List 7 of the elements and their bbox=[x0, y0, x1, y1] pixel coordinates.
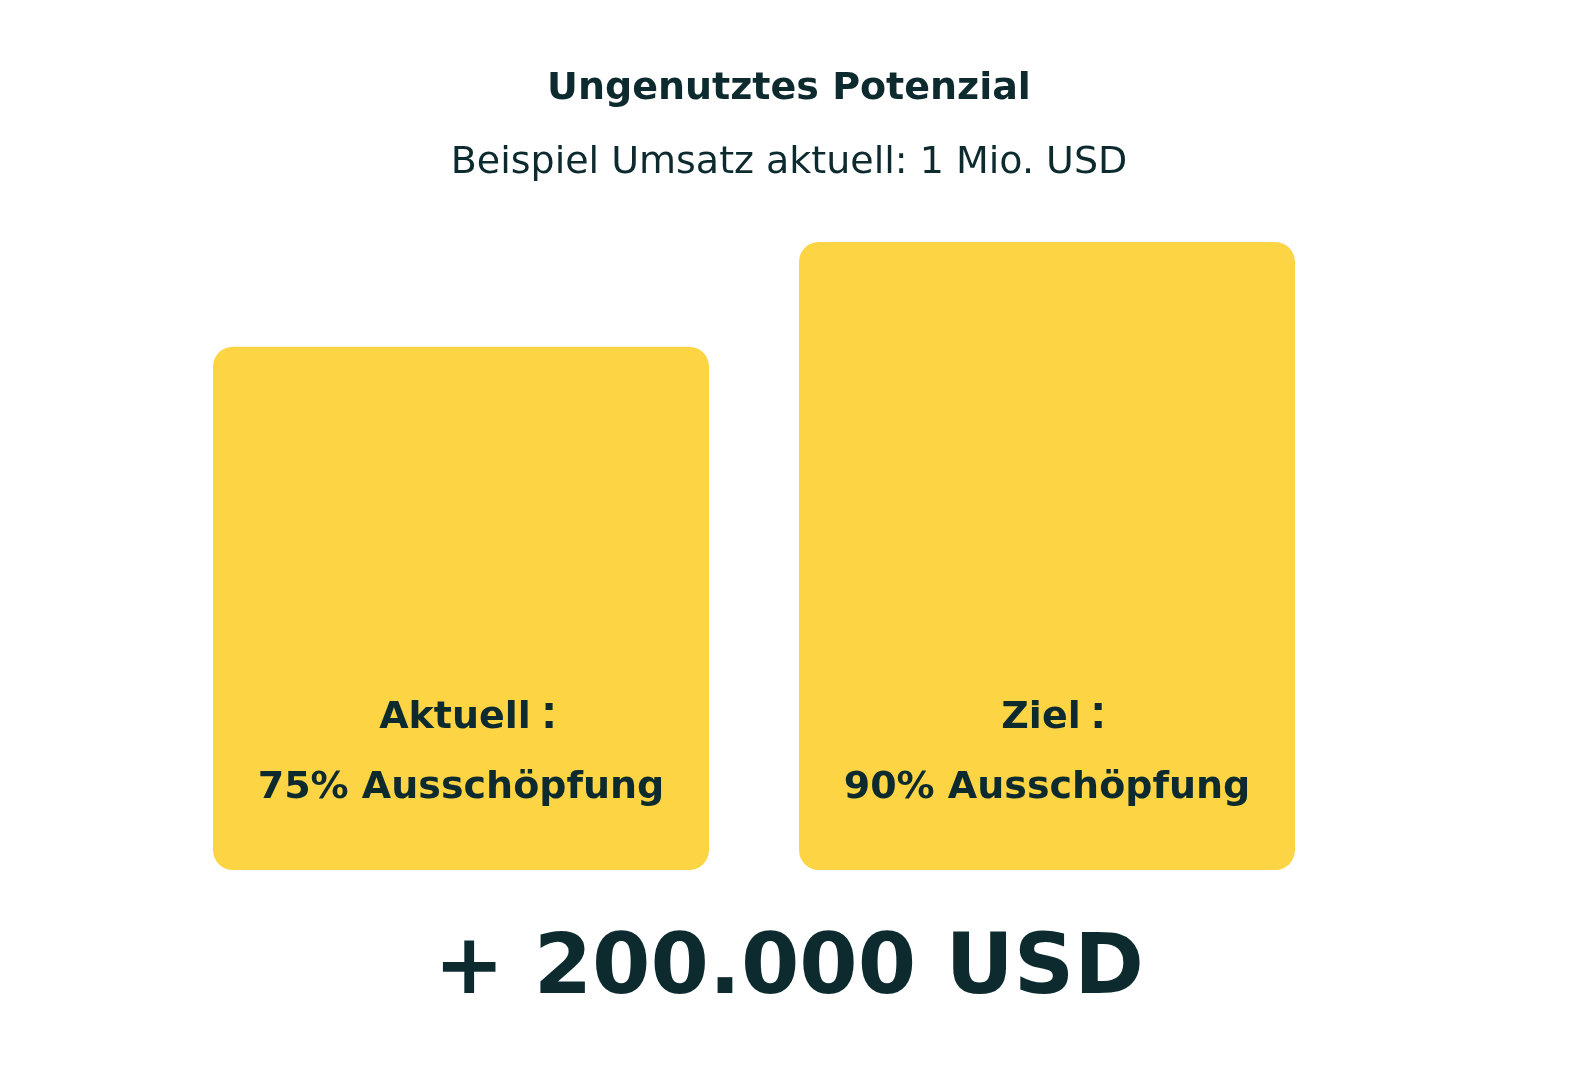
data-label: 90% Ausschöpfung bbox=[843, 763, 1251, 807]
x-tick-label: Ziel bbox=[1001, 693, 1081, 737]
text: + 200.000 USD bbox=[433, 915, 1145, 1013]
chart-subtitle: Beispiel Umsatz aktuell: 1 Mio. USD bbox=[449, 138, 1129, 182]
data-label: 75% Ausschöpfung bbox=[257, 763, 665, 807]
chart-title: Ungenutztes Potenzial bbox=[546, 64, 1032, 108]
x-tick-label: Aktuell bbox=[379, 693, 531, 737]
